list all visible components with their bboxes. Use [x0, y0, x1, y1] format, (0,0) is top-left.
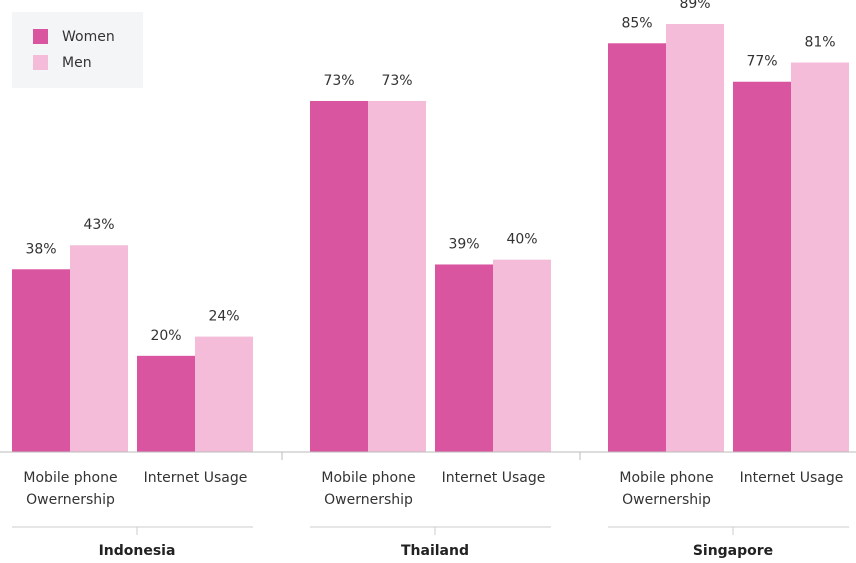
bar [435, 264, 493, 452]
bar [195, 336, 253, 452]
bar [493, 259, 551, 452]
bar [368, 100, 426, 452]
legend-box [12, 12, 143, 88]
value-label: 73% [381, 73, 412, 89]
x-tick-label: Mobile phone Owernership [23, 470, 118, 508]
value-label: 85% [621, 15, 652, 31]
bar [791, 62, 849, 452]
x-tick-label: Mobile phone Owernership [619, 470, 714, 508]
bar [137, 355, 195, 452]
legend-label: Men [62, 55, 92, 71]
value-label: 39% [448, 236, 479, 252]
x-tick-label: Internet Usage [739, 470, 844, 486]
bar [12, 269, 70, 452]
group-label: Indonesia [98, 543, 176, 559]
value-label: 20% [150, 328, 181, 344]
group-label: Thailand [401, 543, 469, 559]
x-tick-label: Internet Usage [441, 470, 546, 486]
value-label: 38% [25, 241, 56, 257]
bar [310, 100, 368, 452]
bar [608, 43, 666, 452]
value-label: 77% [746, 54, 777, 70]
x-tick-label: Internet Usage [143, 470, 248, 486]
value-label: 24% [208, 309, 239, 325]
x-tick-label: Mobile phone Owernership [321, 470, 416, 508]
legend-swatch [33, 29, 48, 44]
legend-label: Women [62, 29, 115, 45]
value-label: 43% [83, 217, 114, 233]
bar [70, 245, 128, 452]
bar [733, 81, 791, 452]
value-label: 40% [506, 232, 537, 248]
group-label: Singapore [692, 543, 774, 559]
value-label: 81% [804, 35, 835, 51]
bar [666, 24, 724, 453]
value-label: 89% [679, 0, 710, 12]
value-label: 73% [323, 73, 354, 89]
legend-swatch [33, 55, 48, 70]
